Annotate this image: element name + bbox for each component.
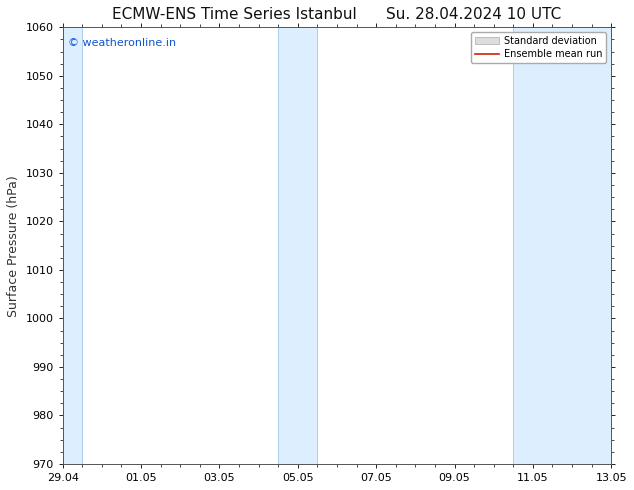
Y-axis label: Surface Pressure (hPa): Surface Pressure (hPa) xyxy=(7,175,20,317)
Title: ECMW-ENS Time Series Istanbul      Su. 28.04.2024 10 UTC: ECMW-ENS Time Series Istanbul Su. 28.04.… xyxy=(112,7,562,22)
Bar xyxy=(514,27,611,464)
Bar xyxy=(278,27,318,464)
Legend: Standard deviation, Ensemble mean run: Standard deviation, Ensemble mean run xyxy=(471,32,606,63)
Bar xyxy=(63,27,82,464)
Text: © weatheronline.in: © weatheronline.in xyxy=(68,38,176,48)
